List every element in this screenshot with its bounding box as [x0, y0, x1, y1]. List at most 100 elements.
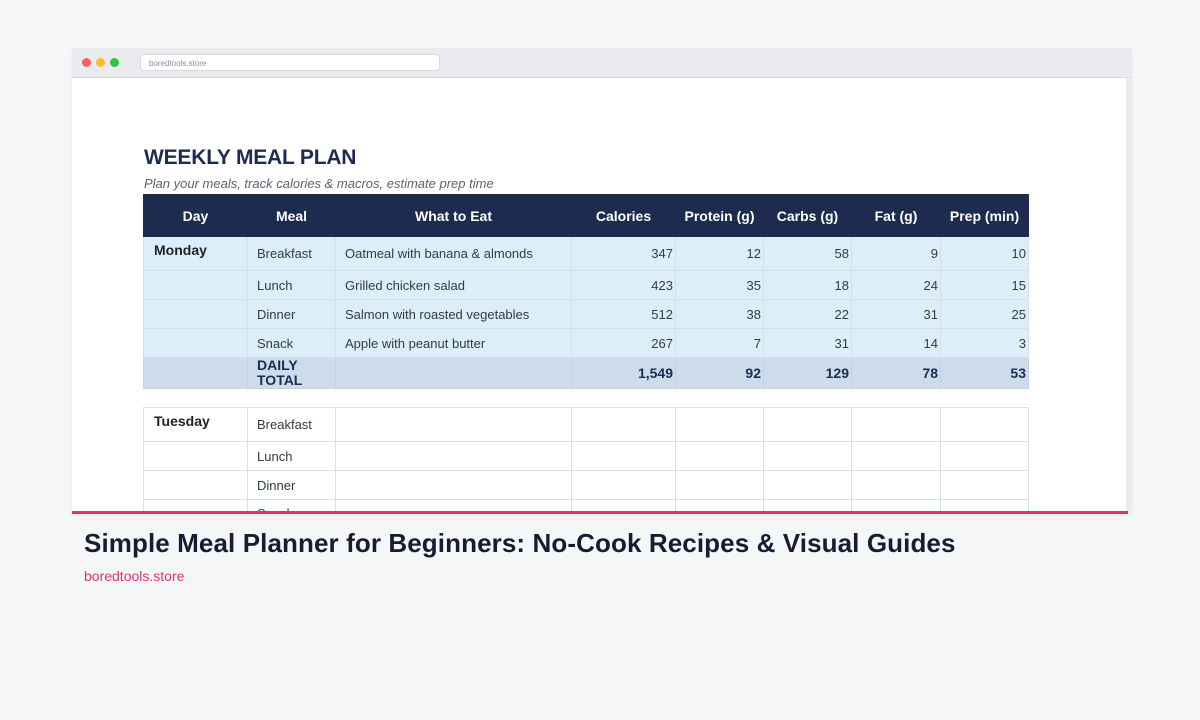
browser-window: boredtools.store WEEKLY MEAL PLAN Plan y…: [72, 48, 1132, 514]
fat-cell[interactable]: 24: [851, 270, 941, 300]
carbs-cell[interactable]: 18: [763, 270, 852, 300]
food-cell[interactable]: Apple with peanut butter: [335, 328, 572, 358]
day-cell[interactable]: [143, 328, 248, 358]
prep-cell[interactable]: 10: [940, 236, 1029, 271]
sheet-title: WEEKLY MEAL PLAN: [144, 146, 357, 169]
carbs-cell[interactable]: 31: [763, 328, 852, 358]
protein-cell[interactable]: [675, 499, 764, 511]
minimize-window-button[interactable]: [96, 58, 105, 67]
calories-cell[interactable]: 512: [571, 299, 676, 329]
meal-cell[interactable]: Breakfast: [247, 407, 336, 442]
food-cell[interactable]: Salmon with roasted vegetables: [335, 299, 572, 329]
prep-cell[interactable]: [940, 441, 1029, 471]
food-cell[interactable]: [335, 441, 572, 471]
food-cell[interactable]: [335, 470, 572, 500]
fat-cell[interactable]: [851, 499, 941, 511]
calories-cell[interactable]: 423: [571, 270, 676, 300]
column-header-day: Day: [143, 194, 248, 237]
prep-cell[interactable]: 3: [940, 328, 1029, 358]
food-cell[interactable]: Grilled chicken salad: [335, 270, 572, 300]
close-window-button[interactable]: [82, 58, 91, 67]
meal-cell[interactable]: Lunch: [247, 441, 336, 471]
daily-total-row: DAILY TOTAL 1,549 92 129 78 53: [143, 357, 1029, 389]
column-header-calories: Calories: [571, 194, 676, 237]
day-cell[interactable]: [143, 441, 248, 471]
prep-cell[interactable]: [940, 470, 1029, 500]
total-protein-cell: 92: [675, 357, 764, 389]
tuesday-table: Tuesday Breakfast Lunch: [143, 407, 1029, 511]
prep-cell[interactable]: [940, 407, 1029, 442]
fat-cell[interactable]: 31: [851, 299, 941, 329]
table-row: Dinner Salmon with roasted vegetables 51…: [143, 299, 1029, 329]
prep-cell[interactable]: [940, 499, 1029, 511]
fat-cell[interactable]: 14: [851, 328, 941, 358]
accent-divider: [72, 511, 1128, 514]
meal-cell[interactable]: Snack: [247, 328, 336, 358]
carbs-cell[interactable]: [763, 499, 852, 511]
table-row: Lunch Grilled chicken salad 423 35 18 24…: [143, 270, 1029, 300]
sheet-subtitle: Plan your meals, track calories & macros…: [144, 176, 494, 191]
day-cell[interactable]: [143, 499, 248, 511]
maximize-window-button[interactable]: [110, 58, 119, 67]
day-cell[interactable]: [143, 270, 248, 300]
carbs-cell[interactable]: 22: [763, 299, 852, 329]
daily-total-label-line1: DAILY: [257, 357, 298, 373]
table-row: Tuesday Breakfast: [143, 407, 1029, 442]
column-header-meal: Meal: [247, 194, 336, 237]
protein-cell[interactable]: [675, 407, 764, 442]
address-bar[interactable]: boredtools.store: [140, 54, 440, 71]
vertical-scrollbar[interactable]: [1126, 78, 1132, 511]
protein-cell[interactable]: 12: [675, 236, 764, 271]
source-link[interactable]: boredtools.store: [84, 568, 185, 584]
prep-cell[interactable]: 25: [940, 299, 1029, 329]
column-header-what-to-eat: What to Eat: [335, 194, 572, 237]
fat-cell[interactable]: [851, 441, 941, 471]
calories-cell[interactable]: [571, 470, 676, 500]
meal-cell[interactable]: Lunch: [247, 270, 336, 300]
calories-cell[interactable]: [571, 441, 676, 471]
protein-cell[interactable]: 38: [675, 299, 764, 329]
day-cell[interactable]: [143, 357, 248, 389]
carbs-cell[interactable]: [763, 470, 852, 500]
fat-cell[interactable]: [851, 470, 941, 500]
column-header-prep: Prep (min): [940, 194, 1029, 237]
carbs-cell[interactable]: [763, 407, 852, 442]
food-cell[interactable]: [335, 499, 572, 511]
calories-cell[interactable]: [571, 407, 676, 442]
calories-cell[interactable]: 347: [571, 236, 676, 271]
day-cell[interactable]: [143, 470, 248, 500]
food-cell[interactable]: [335, 357, 572, 389]
protein-cell[interactable]: 35: [675, 270, 764, 300]
total-calories-cell: 1,549: [571, 357, 676, 389]
table-row: Monday Breakfast Oatmeal with banana & a…: [143, 236, 1029, 271]
carbs-cell[interactable]: [763, 441, 852, 471]
meal-cell[interactable]: Dinner: [247, 299, 336, 329]
day-cell[interactable]: Monday: [143, 236, 248, 271]
protein-cell[interactable]: [675, 441, 764, 471]
prep-cell[interactable]: 15: [940, 270, 1029, 300]
meal-cell[interactable]: Dinner: [247, 470, 336, 500]
total-prep-cell: 53: [940, 357, 1029, 389]
day-cell[interactable]: [143, 299, 248, 329]
article-title[interactable]: Simple Meal Planner for Beginners: No-Co…: [84, 528, 956, 558]
total-carbs-cell: 129: [763, 357, 852, 389]
protein-cell[interactable]: 7: [675, 328, 764, 358]
day-cell[interactable]: Tuesday: [143, 407, 248, 442]
food-cell[interactable]: [335, 407, 572, 442]
table-row: Snack Apple with peanut butter 267 7 31 …: [143, 328, 1029, 358]
meal-cell[interactable]: Breakfast: [247, 236, 336, 271]
monday-table: Day Meal What to Eat Calories Protein (g…: [143, 194, 1029, 389]
column-header-carbs: Carbs (g): [763, 194, 852, 237]
carbs-cell[interactable]: 58: [763, 236, 852, 271]
table-row: Dinner: [143, 470, 1029, 500]
page-viewport: WEEKLY MEAL PLAN Plan your meals, track …: [72, 78, 1126, 511]
daily-total-label: DAILY TOTAL: [247, 357, 336, 389]
calories-cell[interactable]: 267: [571, 328, 676, 358]
daily-total-label-line2: TOTAL: [257, 372, 303, 388]
fat-cell[interactable]: 9: [851, 236, 941, 271]
meal-cell[interactable]: Snack: [247, 499, 336, 511]
calories-cell[interactable]: [571, 499, 676, 511]
food-cell[interactable]: Oatmeal with banana & almonds: [335, 236, 572, 271]
protein-cell[interactable]: [675, 470, 764, 500]
fat-cell[interactable]: [851, 407, 941, 442]
